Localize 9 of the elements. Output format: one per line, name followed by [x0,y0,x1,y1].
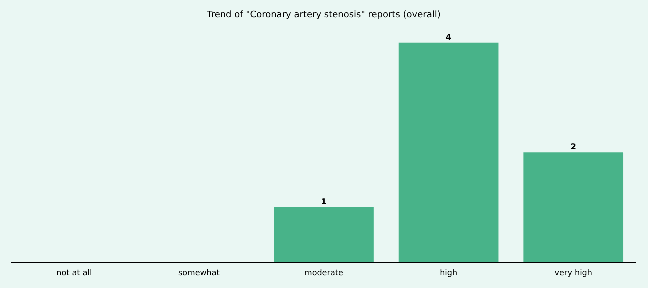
chart-title: Trend of "Coronary artery stenosis" reports (overall) [206,10,441,21]
x-tick-label: moderate [304,268,344,278]
data-label: 4 [446,32,452,42]
data-label: 2 [570,142,576,152]
data-label: 1 [321,198,328,207]
x-tick-label: very high [554,268,592,278]
x-tick-label: somewhat [178,268,220,278]
x-tick-label: not at all [56,268,92,278]
x-tick-label: high [440,268,458,278]
